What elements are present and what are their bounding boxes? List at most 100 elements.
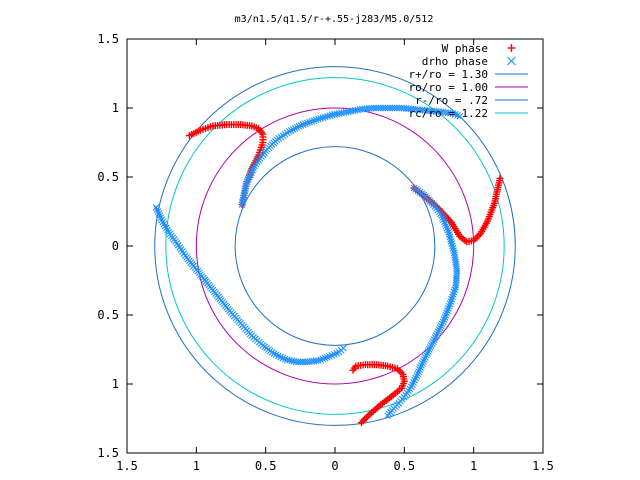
- trail-point-s1-47-2: [444, 305, 452, 312]
- trail-point-s1-48-4: [435, 326, 443, 334]
- data-point-s1-50: [425, 346, 433, 353]
- trail-point-s1-47-7: [440, 316, 448, 324]
- trail-point-s1-51-2: [417, 364, 424, 371]
- trail-point-s1-7-1: [317, 114, 325, 122]
- data-point-s1-18: [456, 112, 464, 120]
- data-point-s0-36: [349, 366, 357, 374]
- trail-point-s1-19-1: [153, 206, 161, 213]
- trail-point-s1-50-5: [420, 355, 428, 363]
- trail-point-s1-48-5: [434, 328, 442, 336]
- x-tick-label-5: 1: [470, 459, 477, 473]
- chart-title: m3/n1.5/q1.5/r-+.55-j283/M5.0/512: [235, 14, 434, 25]
- y-tick-label-1: 1: [112, 101, 119, 115]
- trail-point-s1-19-5: [157, 214, 165, 222]
- y-tick-label-5: 1: [112, 377, 119, 391]
- legend-label-2: r+/ro = 1.30: [409, 68, 488, 81]
- trail-point-s1-48-1: [438, 320, 446, 328]
- trail-point-s1-35-1: [317, 356, 324, 364]
- trail-point-s1-47-5: [442, 311, 450, 319]
- trail-point-s1-0-8: [242, 182, 250, 190]
- data-point-s1-51: [418, 359, 426, 367]
- trail-point-s1-35-2: [319, 355, 327, 363]
- trail-point-s1-42-4: [441, 220, 449, 228]
- data-point-s1-49: [432, 332, 440, 340]
- trail-point-s1-49-6: [426, 344, 434, 351]
- trail-point-s1-49-1: [431, 334, 439, 342]
- trail-point-s1-51-1: [418, 361, 425, 369]
- x-tick-label-1: 1: [193, 459, 200, 473]
- trail-point-s0-24-2: [361, 415, 369, 423]
- trail-point-s1-51-3: [416, 366, 423, 373]
- trail-point-s1-46-1: [451, 286, 459, 294]
- trail-point-s1-46-5: [448, 295, 456, 303]
- circle-series-3: [195, 107, 475, 385]
- data-point-s1-19: [152, 203, 160, 211]
- trail-point-s1-47-3: [444, 307, 451, 315]
- axis-ticks: 1.5 1 0.5 0 0.5 1 1.51.510.500.511.5: [97, 32, 554, 473]
- circle-series-5: [165, 77, 505, 415]
- legend-label-0: W phase: [442, 42, 488, 55]
- trail-point-s1-48-6: [433, 330, 441, 338]
- trail-point-s1-5-6: [297, 122, 305, 129]
- trail-point-s1-19-2: [154, 208, 162, 215]
- data-point-s1-46: [452, 284, 460, 291]
- data-point-s1-57: [384, 412, 392, 420]
- trail-point-s1-50-1: [424, 348, 432, 355]
- trail-point-s1-42-7: [444, 226, 452, 234]
- trail-point-s1-42-2: [440, 216, 447, 224]
- trail-point-s1-35-3: [321, 354, 329, 362]
- legend-label-1: drho phase: [422, 55, 488, 68]
- x-tick-label-0: 1.5: [116, 459, 138, 473]
- trail-point-s1-47-6: [441, 314, 449, 321]
- data-point-s1-5: [285, 128, 293, 135]
- legend-label-3: ro/ro = 1.00: [409, 81, 488, 94]
- trail-point-s1-50-6: [419, 357, 427, 365]
- trail-point-s1-5-3: [291, 125, 299, 132]
- trail-point-s1-46-3: [449, 291, 457, 298]
- x-tick-label-4: 0.5: [393, 459, 415, 473]
- trail-point-s1-48-3: [436, 324, 444, 332]
- trail-point-s1-19-3: [155, 210, 163, 217]
- trail-point-s1-51-5: [414, 370, 422, 378]
- trail-point-s1-6-2: [304, 119, 311, 127]
- trail-point-s1-5-4: [293, 124, 301, 131]
- trail-point-s1-6-1: [301, 120, 309, 128]
- trail-point-s1-42-3: [440, 218, 448, 226]
- trail-point-s1-49-3: [429, 338, 437, 346]
- trail-point-s1-7-3: [321, 113, 329, 121]
- legend-marker-1: [507, 56, 516, 66]
- data-point-s1-35: [314, 357, 322, 364]
- data-point-s1-42: [438, 212, 446, 220]
- trail-point-s1-42-5: [442, 222, 450, 230]
- trail-point-s1-50-2: [423, 350, 431, 357]
- phase-points: [152, 104, 504, 427]
- trail-point-s1-47-4: [443, 309, 451, 317]
- data-point-s1-6: [299, 121, 307, 128]
- trail-point-s1-49-5: [427, 342, 435, 349]
- trail-point-s1-47-1: [445, 302, 453, 310]
- legend-label-5: rc/ro = 1.22: [409, 107, 488, 120]
- data-point-s1-47: [446, 300, 454, 308]
- y-tick-label-2: 0.5: [97, 170, 119, 184]
- y-tick-label-6: 1.5: [97, 446, 119, 460]
- trail-point-s1-48-2: [437, 322, 445, 330]
- trail-point-s1-16-3: [447, 109, 454, 117]
- trail-point-s0-24-3: [362, 414, 370, 422]
- trail-point-s1-6-5: [310, 117, 318, 125]
- trail-point-s1-49-4: [428, 340, 436, 347]
- circle-series-4: [234, 146, 436, 346]
- x-tick-label-6: 1.5: [532, 459, 554, 473]
- y-tick-label-4: 0.5: [97, 308, 119, 322]
- trail-point-s1-35-4: [323, 353, 331, 361]
- trail-point-s1-7-2: [319, 114, 327, 122]
- legend-label-4: r-/ro = .72: [415, 94, 488, 107]
- trail-point-s1-6-3: [306, 118, 314, 126]
- trail-point-s1-50-3: [422, 352, 430, 359]
- y-tick-label-0: 1.5: [97, 32, 119, 46]
- trail-point-s1-51-4: [415, 368, 423, 375]
- trail-point-s1-42-1: [439, 214, 447, 222]
- trail-point-s0-24-4: [364, 412, 372, 420]
- data-point-s1-38: [339, 344, 347, 352]
